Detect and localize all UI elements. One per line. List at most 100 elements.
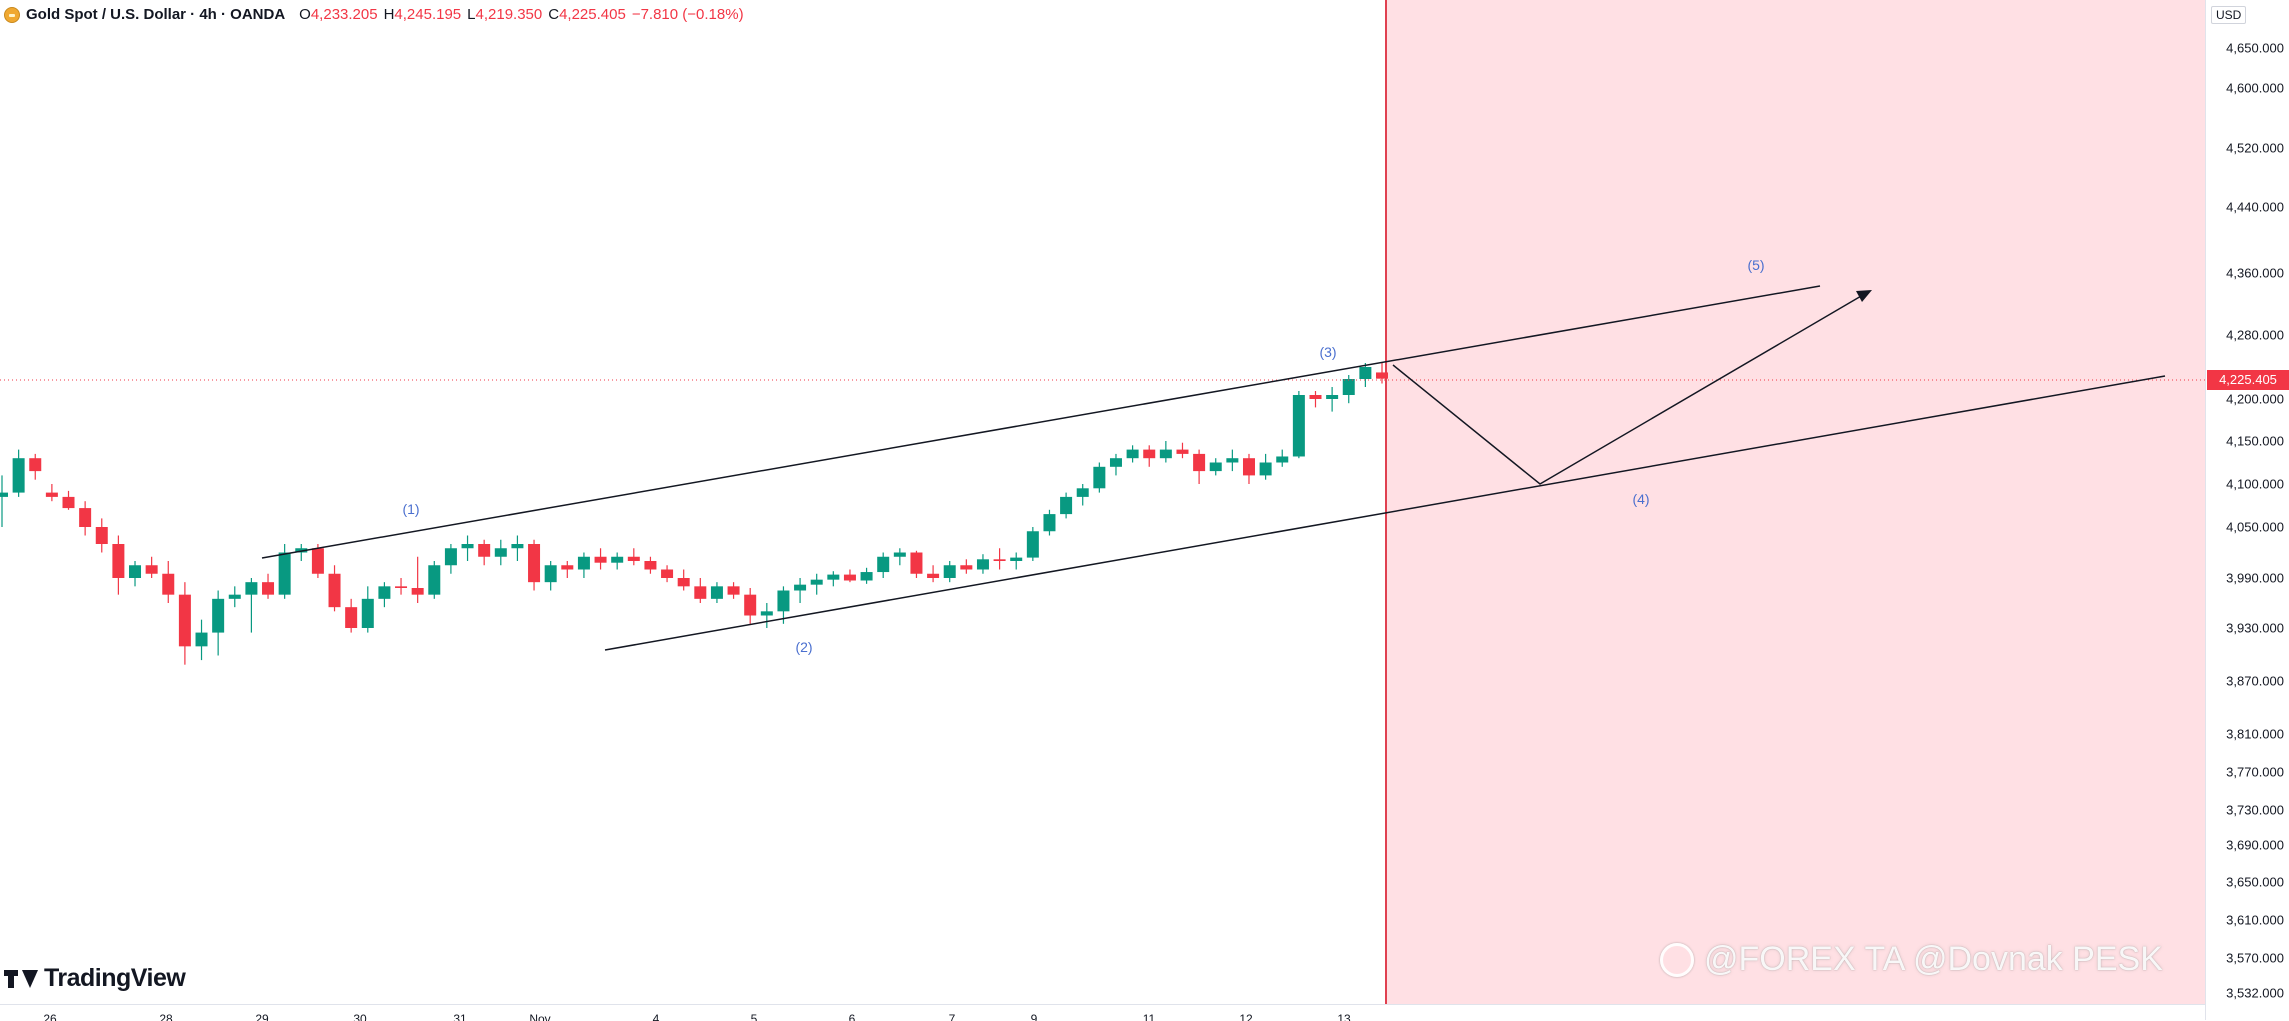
time-tick: 5 (750, 1012, 758, 1021)
price-tick: 4,520.000 (2226, 140, 2284, 156)
time-axis[interactable]: 26 28 29 30 31 Nov 4 5 6 7 9 11 12 13 (0, 1004, 2205, 1021)
candle (428, 561, 441, 599)
candle-body (444, 548, 457, 566)
candle-body (245, 582, 258, 595)
change-value: −7.810 (−0.18%) (631, 6, 744, 23)
candle-body (1159, 449, 1172, 459)
candle (810, 573, 823, 595)
candle (1242, 453, 1255, 484)
candle-body (511, 544, 524, 549)
price-plot[interactable] (0, 0, 2205, 1004)
candle (1176, 442, 1189, 459)
price-tick: 4,200.000 (2226, 391, 2284, 407)
candle-body (744, 594, 757, 616)
candle-body (1209, 462, 1222, 472)
candle-body (29, 458, 42, 472)
candle-body (478, 544, 491, 557)
candle (311, 544, 324, 578)
candle-body (1326, 395, 1339, 399)
tradingview-logo[interactable]: TradingView (4, 964, 186, 993)
candle (744, 588, 757, 624)
candle (129, 561, 142, 587)
candle (910, 550, 923, 578)
price-tick: 3,870.000 (2226, 673, 2284, 689)
candle (561, 561, 574, 578)
candle (644, 556, 657, 574)
candle (1259, 453, 1272, 480)
low-key: L (467, 6, 476, 23)
forecast-zone-highlight (1385, 0, 2205, 1004)
price-tick: 3,770.000 (2226, 764, 2284, 780)
wave-projection-path[interactable] (1392, 291, 1869, 485)
price-axis[interactable]: USD 4,650.000 4,600.000 4,520.000 4,440.000… (2205, 0, 2289, 1020)
chart-pane[interactable]: (1) (2) (3) (4) (5) Gold Spot / U.S. Dol… (0, 0, 2205, 1004)
candle (361, 586, 374, 633)
candle-body (361, 598, 374, 628)
currency-unit-button[interactable]: USD (2211, 6, 2247, 24)
candle (860, 567, 873, 584)
price-tick: 3,532.000 (2226, 985, 2284, 1001)
candle (328, 565, 341, 612)
symbol-title[interactable]: Gold Spot / U.S. Dollar · 4h · OANDA (26, 6, 286, 23)
candle (395, 578, 408, 595)
candle-body (278, 552, 291, 595)
candle (827, 571, 840, 587)
candle-body (195, 632, 208, 647)
close-key: C (548, 6, 560, 23)
candle (245, 578, 258, 633)
candle (1126, 445, 1139, 463)
candle-body (927, 573, 940, 578)
wave-label-2: (2) (795, 639, 813, 655)
candle-body (1226, 458, 1239, 463)
candle-body (877, 556, 890, 573)
candle-body (1193, 453, 1206, 472)
candle-body (910, 552, 923, 574)
candle-body (1259, 462, 1272, 476)
candle-body (79, 508, 92, 527)
symbol-legend[interactable]: Gold Spot / U.S. Dollar · 4h · OANDA O 4,… (4, 6, 744, 23)
candle-body (262, 582, 275, 595)
candle (345, 598, 358, 633)
candle-body (710, 586, 723, 599)
price-tick: 3,730.000 (2226, 802, 2284, 818)
candle-body (145, 565, 158, 574)
candle (1292, 391, 1305, 459)
candle (79, 501, 92, 536)
candle (0, 475, 8, 527)
watermark-text: @FOREX TA @Dovnak PESK (1704, 940, 2163, 978)
candle-body (777, 590, 790, 612)
candle (1143, 445, 1156, 467)
candle (1376, 362, 1388, 384)
candle (145, 556, 158, 578)
candle-body (661, 569, 674, 578)
candle (544, 561, 557, 591)
channel-upper-line[interactable] (261, 285, 1821, 559)
time-tick: 13 (1337, 1012, 1351, 1021)
candle (1076, 484, 1089, 506)
candle (1276, 449, 1289, 467)
candle-body (1126, 449, 1139, 459)
candle (1342, 375, 1355, 404)
candle-body (178, 594, 191, 647)
candle-body (428, 565, 441, 595)
candle (378, 582, 391, 608)
candle (12, 449, 25, 497)
candle-body (112, 544, 125, 578)
candle-body (760, 611, 773, 616)
candle-body (544, 565, 557, 583)
candle-body (1143, 449, 1156, 459)
candle-body (129, 565, 142, 578)
candle-body (461, 544, 474, 549)
candle (62, 490, 75, 510)
wave-label-4: (4) (1632, 491, 1650, 507)
time-tick: 26 (43, 1012, 57, 1021)
candle (1010, 552, 1023, 570)
candle (794, 578, 807, 603)
candle (195, 619, 208, 661)
candle (1359, 363, 1372, 387)
candle-body (1309, 395, 1322, 399)
arrow-head-icon (1856, 290, 1872, 302)
channel-lower-line[interactable] (604, 375, 2166, 651)
candle-body (95, 527, 108, 544)
tradingview-logo-text: TradingView (44, 964, 186, 992)
